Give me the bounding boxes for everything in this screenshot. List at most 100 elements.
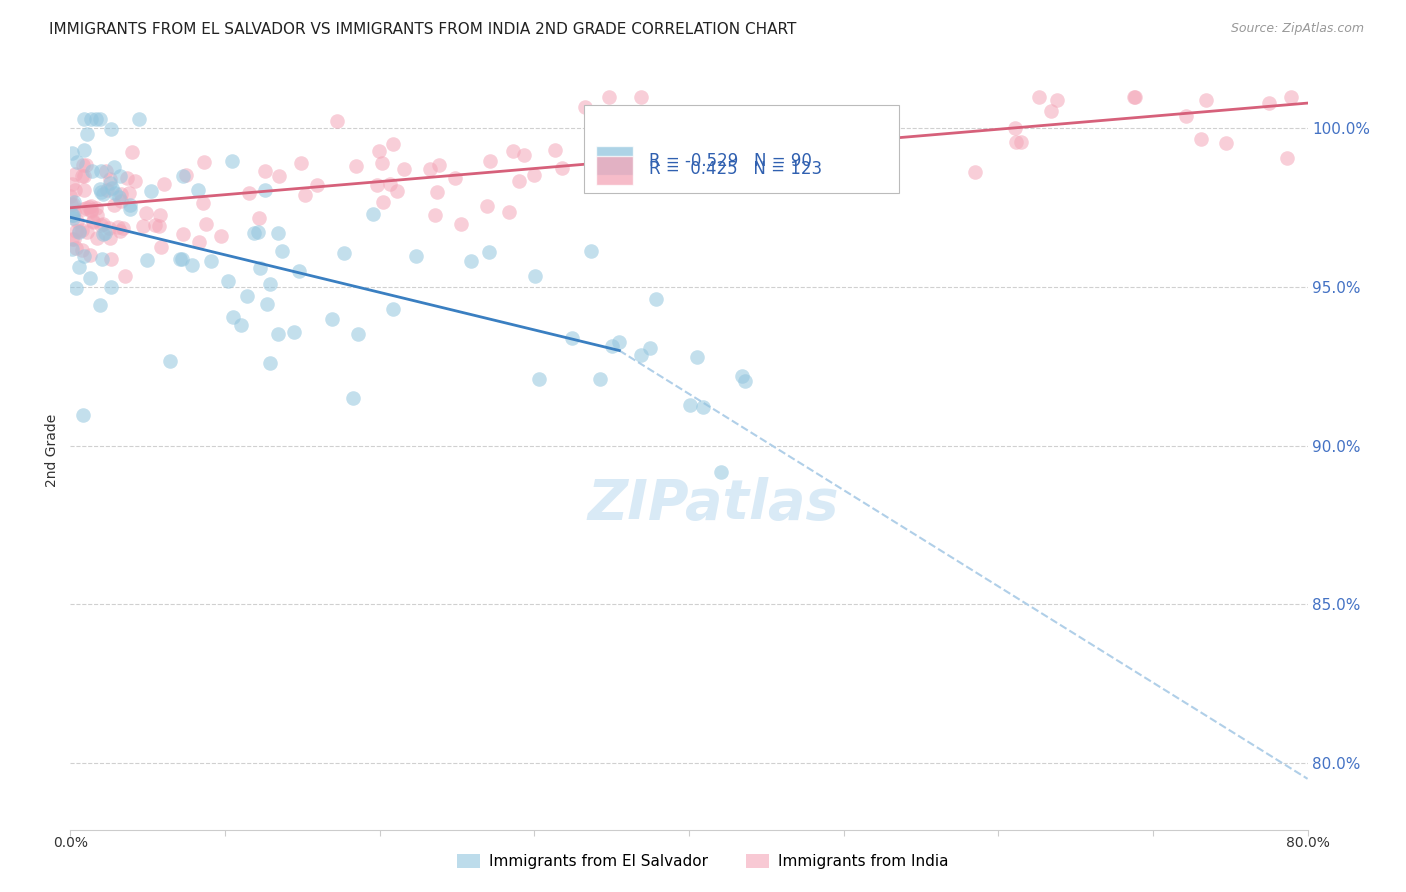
Point bbox=[80, 202, 103, 217]
Text: 80.0%: 80.0% bbox=[1285, 836, 1330, 850]
Point bbox=[188, 235, 211, 249]
Point bbox=[247, 226, 270, 240]
Point bbox=[141, 184, 163, 198]
Point bbox=[342, 391, 364, 405]
Text: IMMIGRANTS FROM EL SALVADOR VS IMMIGRANTS FROM INDIA 2ND GRADE CORRELATION CHART: IMMIGRANTS FROM EL SALVADOR VS IMMIGRANT… bbox=[49, 22, 797, 37]
Point bbox=[86, 231, 108, 245]
Point bbox=[259, 356, 281, 370]
Point bbox=[283, 325, 305, 339]
Point bbox=[475, 199, 498, 213]
Point bbox=[307, 178, 329, 192]
Point bbox=[67, 225, 90, 239]
Point bbox=[150, 240, 173, 254]
Point bbox=[108, 169, 131, 183]
Point bbox=[1046, 93, 1069, 107]
Point bbox=[1028, 89, 1050, 103]
Point bbox=[90, 219, 112, 233]
Point bbox=[1040, 103, 1063, 118]
Point bbox=[104, 186, 127, 200]
Point bbox=[294, 187, 316, 202]
Point bbox=[62, 211, 84, 226]
Point bbox=[498, 205, 520, 219]
Point bbox=[120, 202, 142, 217]
Point bbox=[135, 205, 157, 219]
Point bbox=[1010, 135, 1032, 149]
Point bbox=[65, 241, 87, 255]
Point bbox=[132, 219, 155, 233]
Point bbox=[128, 112, 150, 126]
Point bbox=[153, 178, 176, 192]
Point bbox=[254, 183, 277, 197]
Point bbox=[60, 197, 83, 211]
Point bbox=[174, 169, 197, 183]
Point bbox=[1189, 131, 1212, 145]
Point bbox=[366, 178, 388, 192]
Point bbox=[103, 198, 125, 212]
Point bbox=[79, 248, 101, 262]
Point bbox=[67, 224, 90, 238]
Point bbox=[65, 154, 87, 169]
Point bbox=[249, 261, 271, 276]
Point bbox=[76, 225, 98, 239]
FancyBboxPatch shape bbox=[596, 146, 633, 175]
Point bbox=[100, 231, 122, 245]
Point bbox=[149, 208, 172, 222]
FancyBboxPatch shape bbox=[596, 156, 633, 186]
Point bbox=[60, 242, 83, 256]
Point bbox=[63, 232, 86, 246]
Point bbox=[288, 264, 311, 278]
Point bbox=[76, 128, 98, 142]
Point bbox=[256, 296, 278, 310]
Point bbox=[89, 182, 111, 196]
Point bbox=[1004, 135, 1026, 149]
Point bbox=[710, 465, 733, 479]
Point bbox=[267, 327, 290, 342]
Point bbox=[103, 160, 125, 174]
Point bbox=[751, 177, 773, 191]
Text: R =  0.425   N = 123: R = 0.425 N = 123 bbox=[650, 161, 823, 178]
Point bbox=[602, 339, 624, 353]
Text: ZIPatlas: ZIPatlas bbox=[588, 476, 839, 531]
Point bbox=[1195, 93, 1218, 107]
Point bbox=[692, 400, 714, 414]
Point bbox=[115, 171, 138, 186]
Point bbox=[290, 156, 312, 170]
Point bbox=[108, 224, 131, 238]
Point bbox=[200, 254, 222, 268]
Point bbox=[62, 197, 84, 211]
Point bbox=[378, 177, 401, 191]
Point bbox=[89, 298, 111, 312]
Point bbox=[419, 162, 441, 177]
Point bbox=[63, 167, 86, 181]
Point bbox=[73, 169, 96, 184]
Point bbox=[247, 211, 270, 225]
Point bbox=[443, 170, 465, 185]
Point bbox=[63, 183, 86, 197]
Point bbox=[734, 375, 756, 389]
Point bbox=[72, 158, 94, 172]
Point bbox=[148, 219, 170, 234]
Point bbox=[325, 114, 347, 128]
Point bbox=[172, 227, 194, 241]
Point bbox=[825, 142, 848, 156]
Point bbox=[333, 246, 356, 260]
Point bbox=[544, 143, 567, 157]
Point bbox=[62, 194, 84, 209]
Point bbox=[65, 224, 87, 238]
Point bbox=[79, 270, 101, 285]
Point bbox=[551, 161, 574, 176]
Point bbox=[385, 184, 408, 198]
Point bbox=[321, 312, 343, 326]
Point bbox=[630, 89, 652, 103]
Point bbox=[72, 408, 94, 422]
Point bbox=[218, 274, 240, 288]
Point bbox=[679, 398, 702, 412]
Point bbox=[98, 171, 121, 186]
Point bbox=[159, 354, 181, 368]
Point bbox=[267, 226, 290, 240]
Point bbox=[193, 155, 215, 169]
Point bbox=[96, 183, 118, 197]
Point bbox=[1279, 90, 1302, 104]
Point bbox=[598, 89, 620, 103]
Point bbox=[89, 112, 111, 126]
